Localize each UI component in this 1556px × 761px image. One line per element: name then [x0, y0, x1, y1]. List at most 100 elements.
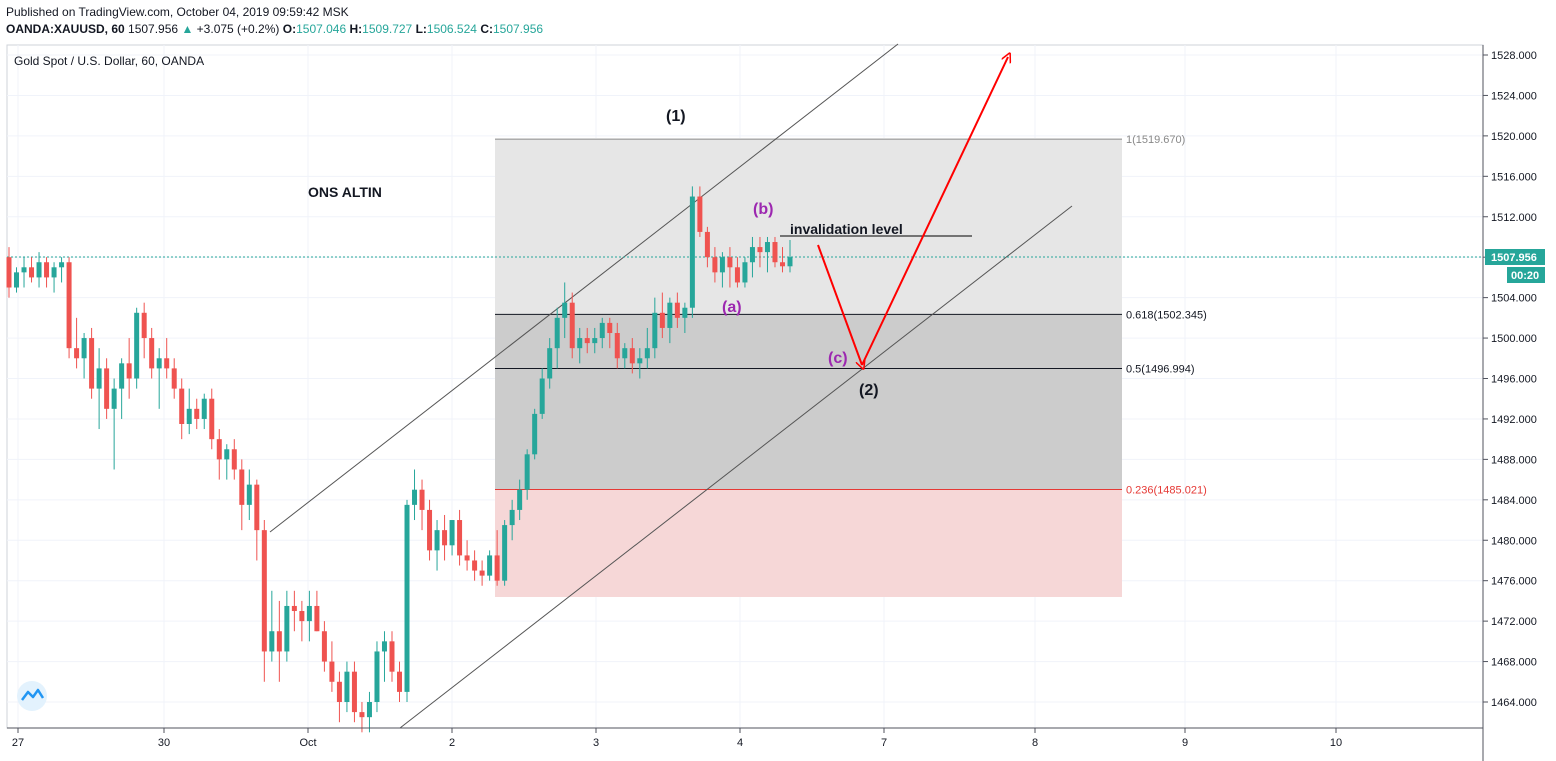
candle-body: [757, 247, 763, 253]
close-label: C:: [480, 22, 493, 36]
candle-body: [442, 530, 448, 546]
candle-body: [547, 348, 553, 379]
y-tick-label: 1500.000: [1491, 333, 1537, 345]
fib-zone-upper: [495, 138, 1122, 314]
tradingview-logo-icon[interactable]: [17, 681, 47, 711]
candle-body: [532, 413, 538, 455]
candle-body: [81, 338, 87, 359]
wave-b-label: (b): [753, 201, 773, 218]
candle-body: [351, 671, 357, 713]
y-tick-label: 1480.000: [1491, 535, 1537, 547]
change-value: +3.075 (+0.2%): [196, 22, 280, 36]
fib-level-label: 0.236(1485.021): [1126, 484, 1207, 496]
x-tick-label: 4: [737, 737, 743, 749]
fib-zone-lower: [495, 490, 1122, 597]
candle-body: [276, 631, 282, 652]
candle-body: [119, 363, 125, 389]
candle-body: [299, 611, 305, 622]
candle-body: [569, 302, 575, 349]
low-value: 1506.524: [426, 22, 477, 36]
candle-body: [764, 242, 770, 253]
candle-body: [509, 509, 515, 526]
candle-body: [209, 398, 215, 440]
open-label: O:: [282, 22, 297, 36]
candle-body: [434, 530, 440, 551]
candle-body: [772, 242, 778, 263]
candle-body: [6, 257, 12, 288]
y-tick-label: 1472.000: [1491, 616, 1537, 628]
channel-lower-line: [399, 205, 1073, 729]
arrow-up: [861, 57, 1008, 366]
y-tick-label: 1496.000: [1491, 374, 1537, 386]
x-axis[interactable]: 27 30 Oct 2 3 4 7 8 9 10: [12, 728, 1342, 749]
y-tick-label: 1528.000: [1491, 50, 1537, 62]
candle-body: [374, 651, 380, 702]
candle-body: [74, 348, 80, 359]
candle-body: [742, 262, 748, 283]
candle-body: [89, 338, 95, 389]
candle-body: [472, 560, 478, 571]
ohlc-status-line: OANDA:XAUUSD, 60 1507.956 ▲ +3.075 (+0.2…: [6, 22, 543, 36]
candle-body: [449, 520, 455, 546]
candle-body: [29, 267, 35, 278]
candle-body: [336, 681, 342, 702]
candle-body: [164, 358, 170, 369]
candle-body: [224, 449, 230, 460]
candle-body: [419, 489, 425, 510]
candle-body: [36, 262, 42, 278]
y-tick-label: 1468.000: [1491, 657, 1537, 669]
wave-1-label: (1): [666, 108, 686, 125]
candle-body: [66, 262, 72, 349]
price-chart[interactable]: 1(1519.670) 0.618(1502.345) 0.5(1496.994) 0…: [0, 40, 1556, 761]
y-axis[interactable]: 1528.000 1524.000 1520.000 1516.000 1512.000…: [1483, 50, 1537, 709]
y-tick-label: 1504.000: [1491, 293, 1537, 305]
candle-body: [749, 247, 755, 263]
x-tick-label: 9: [1182, 737, 1188, 749]
candle-body: [524, 454, 530, 490]
last-price-value: 1507.956: [128, 22, 179, 36]
price-tag-value: 1507.956: [1491, 252, 1537, 264]
candle-body: [171, 368, 177, 389]
candle-body: [314, 605, 320, 632]
candle-body: [111, 388, 117, 409]
candle-body: [682, 307, 688, 318]
wave-c-label: (c): [828, 350, 848, 367]
x-tick-label: 30: [158, 737, 170, 749]
fib-level-label: 1(1519.670): [1126, 134, 1185, 146]
countdown-tag: [1507, 267, 1545, 283]
chart-header: Published on TradingView.com, October 04…: [0, 0, 1556, 40]
high-label: H:: [349, 22, 363, 36]
candle-body: [366, 702, 372, 718]
arrow-down: [817, 244, 862, 365]
y-tick-label: 1512.000: [1491, 212, 1537, 224]
candle-body: [231, 449, 237, 470]
fib-lines: 1(1519.670) 0.618(1502.345) 0.5(1496.994) 0…: [495, 134, 1207, 496]
candle-body: [517, 489, 523, 510]
candle-body: [59, 262, 65, 268]
candle-body: [269, 631, 275, 652]
candle-body: [389, 641, 395, 672]
candle-body: [554, 317, 560, 349]
candle-body: [734, 267, 740, 283]
invalidation-label: invalidation level: [790, 221, 903, 237]
candle-body: [104, 368, 110, 409]
fib-level-label: 0.5(1496.994): [1126, 363, 1195, 375]
x-tick-label: 3: [593, 737, 599, 749]
x-tick-label: 27: [12, 737, 24, 749]
candle-body: [44, 262, 50, 278]
candle-body: [457, 520, 463, 556]
candle-body: [689, 196, 695, 308]
fib-zone-middle: [495, 314, 1122, 490]
y-tick-label: 1476.000: [1491, 576, 1537, 588]
candle-body: [201, 398, 207, 419]
candle-body: [254, 484, 260, 531]
candle-body: [321, 631, 327, 662]
candle-body: [674, 302, 680, 318]
candle-body: [149, 338, 155, 369]
y-tick-label: 1464.000: [1491, 697, 1537, 709]
candle-body: [704, 231, 710, 258]
candle-body: [329, 661, 335, 682]
y-tick-label: 1488.000: [1491, 454, 1537, 466]
candle-body: [787, 257, 793, 267]
candle-body: [592, 338, 598, 344]
